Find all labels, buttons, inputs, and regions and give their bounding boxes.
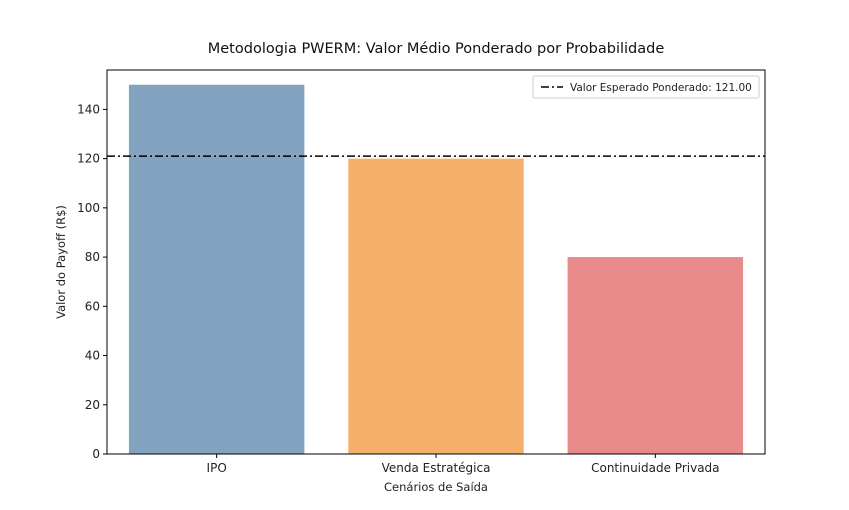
- bar-ipo: [128, 84, 305, 455]
- legend-box: [532, 75, 760, 99]
- legend: Valor Esperado Ponderado: 121.00: [532, 75, 760, 99]
- y-tick-label: 140: [77, 102, 100, 116]
- y-axis: 0 20 40 60 80 100 120 140: [77, 102, 107, 461]
- y-tick-label: 0: [92, 447, 100, 461]
- y-tick-label: 20: [85, 398, 100, 412]
- y-tick-label: 100: [77, 201, 100, 215]
- x-tick-label: Venda Estratégica: [382, 461, 491, 475]
- bar-continuidade-privada: [567, 257, 744, 454]
- y-tick-label: 40: [85, 349, 100, 363]
- y-tick-label: 120: [77, 152, 100, 166]
- y-axis-label: Valor do Payoff (R$): [54, 205, 68, 319]
- legend-entry-reference-line: Valor Esperado Ponderado: 121.00: [570, 82, 752, 94]
- bars-group: [128, 84, 744, 455]
- x-axis: IPO Venda Estratégica Continuidade Privada: [207, 454, 720, 475]
- x-tick-label: Continuidade Privada: [591, 461, 719, 475]
- y-tick-label: 60: [85, 299, 100, 313]
- x-tick-label: IPO: [207, 461, 227, 475]
- x-axis-label: Cenários de Saída: [384, 480, 488, 494]
- y-tick-label: 80: [85, 250, 100, 264]
- bar-venda-estratégica: [348, 158, 524, 454]
- chart-title: Metodologia PWERM: Valor Médio Ponderado…: [208, 41, 665, 57]
